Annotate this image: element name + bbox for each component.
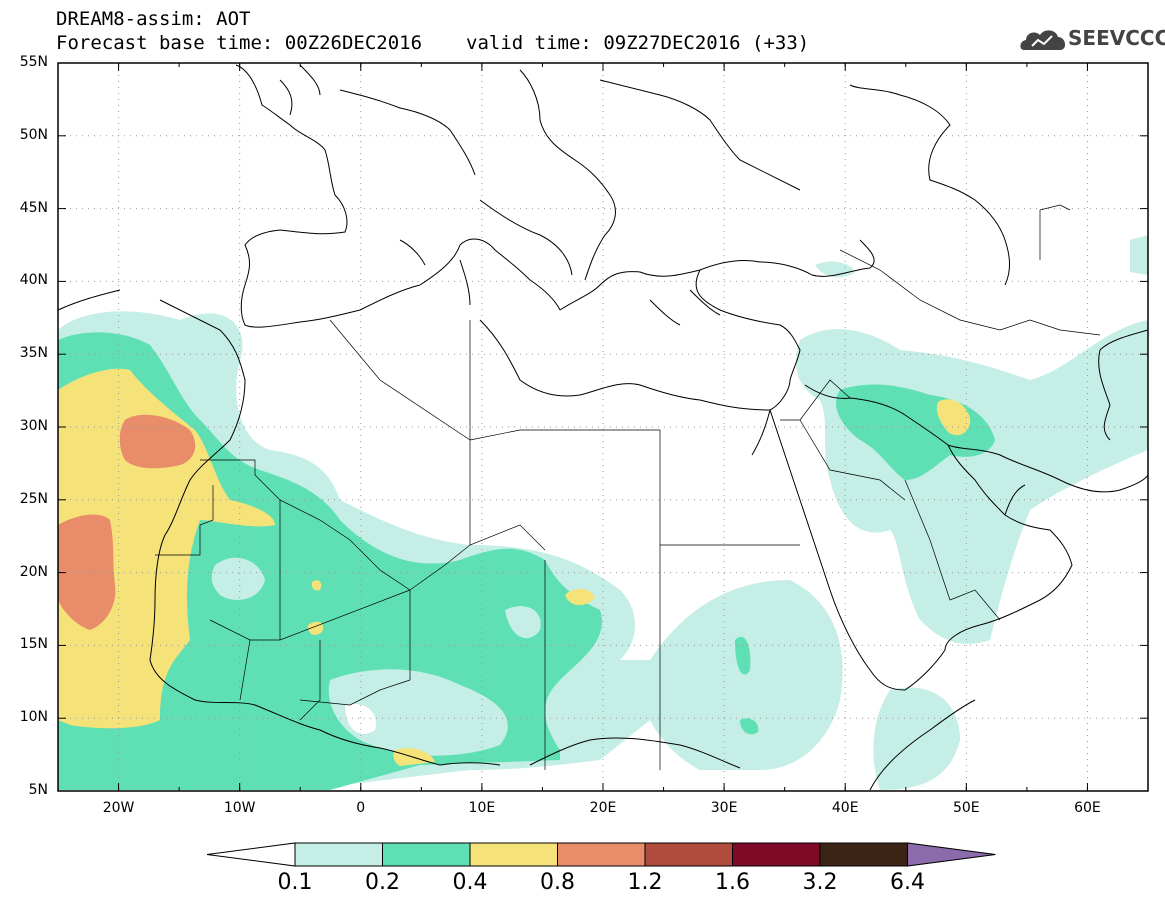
lon-label: 10E (468, 800, 496, 816)
lon-label: 10W (223, 800, 256, 816)
lat-label: 5N (28, 782, 48, 798)
lat-label: 30N (19, 418, 48, 434)
aot-level-0.2 (735, 636, 751, 675)
lon-label: 20E (589, 800, 617, 816)
lat-label: 20N (19, 563, 48, 580)
colorbar-under-arrow (206, 842, 296, 867)
aot-level-0.4 (565, 588, 595, 606)
aot-level-0.2 (740, 718, 759, 735)
valid-time: valid time: 09Z27DEC2016 (+33) (466, 32, 810, 54)
title-line: DREAM8-assim: AOT (56, 8, 251, 30)
aot-level-0.1 (1130, 235, 1148, 275)
colorbar-label: 3.2 (802, 870, 838, 895)
logo-text: SEEVCCC (1068, 26, 1165, 50)
lat-label: 40N (19, 272, 48, 289)
aot-level-0.4 (58, 368, 275, 729)
colorbar-segment (644, 842, 733, 867)
aot-level-0.4 (311, 580, 322, 591)
aot-level-0.8 (58, 514, 116, 630)
colorbar-segment (294, 842, 383, 867)
colorbar-segment (382, 842, 471, 867)
lon-label: 40E (831, 800, 859, 816)
lat-label: 45N (19, 199, 48, 216)
lon-label: 50E (952, 800, 980, 816)
colorbar-over-arrow (907, 842, 996, 867)
axis-ticks (57, 62, 1149, 792)
colorbar-label: 0.8 (540, 870, 575, 895)
country-borders (155, 204, 1101, 770)
lat-label: 35N (19, 345, 48, 362)
colorbar-label: 0.2 (365, 870, 400, 895)
lon-label: 60E (1074, 800, 1101, 816)
colorbar-segment (557, 842, 646, 867)
cloud-logo-icon (1020, 30, 1066, 50)
colorbar-label: 1.6 (715, 870, 750, 895)
colorbar-label: 0.1 (277, 870, 313, 895)
base-time: Forecast base time: 00Z26DEC2016 (56, 32, 423, 54)
colorbar-segment (469, 842, 558, 867)
colorbar-segment (732, 842, 821, 867)
aot-level-0.1 (210, 345, 232, 360)
aot-level-0.4 (936, 399, 971, 436)
lat-label: 15N (19, 636, 48, 653)
lat-label: 25N (19, 490, 48, 507)
aot-level-0.1 (796, 320, 1148, 644)
lat-label: 50N (19, 126, 48, 143)
lon-label: 30E (710, 800, 738, 816)
lon-label: 20W (102, 800, 135, 816)
aot-level-0.8 (119, 414, 196, 469)
colorbar-label: 0.4 (452, 870, 488, 895)
lon-label: 0 (356, 800, 366, 816)
lat-label: 55N (19, 54, 48, 70)
colorbar-label: 1.2 (627, 870, 663, 895)
forecast-times: Forecast base time: 00Z26DEC2016 valid ti… (56, 32, 809, 54)
colorbar (206, 842, 996, 867)
lat-label: 10N (19, 709, 48, 726)
graticule (58, 63, 1148, 791)
colorbar-segment (819, 842, 908, 867)
aot-shading (58, 235, 1148, 790)
coastlines (57, 64, 1149, 791)
colorbar-label: 6.4 (890, 870, 925, 895)
